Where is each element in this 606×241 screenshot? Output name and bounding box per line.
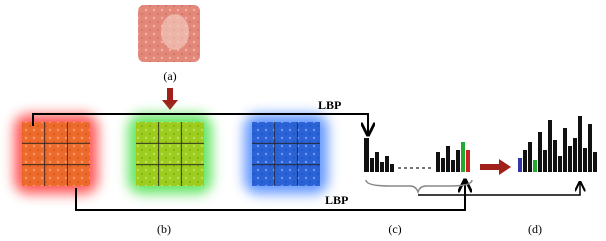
bottom-lbp: LBP — [325, 193, 348, 207]
label-a: (a) — [163, 69, 176, 83]
red-channel — [14, 114, 98, 194]
label-d: (d) — [528, 222, 542, 236]
histogram-c — [364, 138, 470, 172]
concat-connector — [418, 182, 580, 195]
down-arrow — [162, 88, 178, 110]
green-channel — [128, 114, 212, 194]
blue-channel — [244, 114, 328, 194]
red-arrow — [480, 159, 511, 175]
label-c: (c) — [388, 222, 401, 236]
brace — [366, 180, 472, 192]
diagram: (a) LBP LBP (b) (c) — [0, 0, 606, 241]
histogram-d — [518, 116, 597, 172]
top-lbp: LBP — [318, 98, 341, 112]
label-b: (b) — [157, 222, 171, 236]
input-image — [138, 5, 200, 62]
